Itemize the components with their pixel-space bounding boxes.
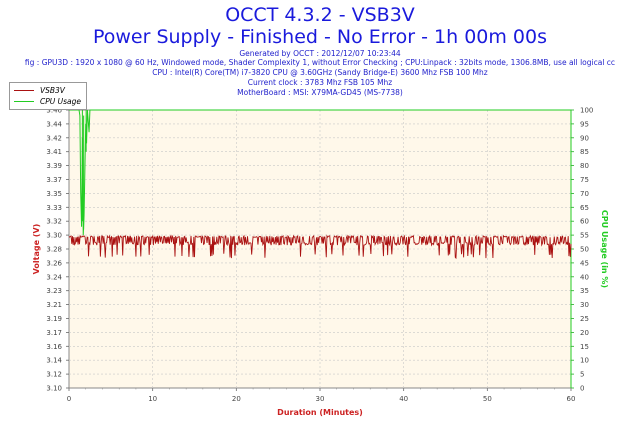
y-tick-label: 3.19 bbox=[46, 315, 62, 323]
legend-label-vsb3v: VSB3V bbox=[40, 86, 65, 95]
y2-tick-label: 55 bbox=[580, 232, 589, 240]
y2-tick-label: 70 bbox=[580, 190, 589, 198]
x-tick-label: 60 bbox=[567, 395, 576, 403]
y-tick-label: 3.35 bbox=[46, 190, 62, 198]
y-tick-label: 3.21 bbox=[46, 301, 62, 309]
info-clock: Current clock : 3783 Mhz FSB 105 Mhz bbox=[247, 78, 393, 87]
y2-tick-label: 0 bbox=[580, 385, 584, 393]
y-tick-label: 3.37 bbox=[46, 176, 62, 184]
legend: VSB3V CPU Usage bbox=[9, 82, 87, 110]
chart-subtitle: Power Supply - Finished - No Error - 1h … bbox=[92, 26, 548, 48]
info-config: fig : GPU3D : 1920 x 1080 @ 60 Hz, Windo… bbox=[24, 58, 616, 67]
y-tick-label: 3.46 bbox=[46, 107, 62, 115]
y-tick-label: 3.42 bbox=[46, 134, 62, 142]
y2-tick-label: 35 bbox=[580, 287, 589, 295]
y2-tick-label: 40 bbox=[580, 273, 589, 281]
legend-swatch-cpu bbox=[14, 101, 34, 102]
x-tick-label: 0 bbox=[67, 395, 71, 403]
x-axis-label: Duration (Minutes) bbox=[277, 408, 363, 417]
plot-area bbox=[68, 109, 572, 389]
y-tick-label: 3.23 bbox=[46, 287, 62, 295]
y-tick-label: 3.32 bbox=[46, 218, 62, 226]
y-axis-label: Voltage (V) bbox=[32, 224, 41, 275]
y-tick-label: 3.16 bbox=[46, 343, 62, 351]
y-tick-label: 3.17 bbox=[46, 329, 62, 337]
y-tick-label: 3.10 bbox=[46, 385, 62, 393]
y2-tick-label: 60 bbox=[580, 218, 589, 226]
y-tick-label: 3.33 bbox=[46, 204, 62, 212]
y-tick-label: 3.30 bbox=[46, 232, 62, 240]
x-tick-label: 50 bbox=[483, 395, 492, 403]
y2-tick-label: 100 bbox=[580, 107, 593, 115]
y2-tick-label: 50 bbox=[580, 246, 589, 254]
y-tick-label: 3.28 bbox=[46, 246, 62, 254]
y2-tick-label: 65 bbox=[580, 204, 589, 212]
y2-tick-label: 30 bbox=[580, 301, 589, 309]
y2-tick-label: 15 bbox=[580, 343, 589, 351]
info-motherboard: MotherBoard : MSI: X79MA-GD45 (MS-7738) bbox=[237, 88, 403, 97]
y2-tick-label: 10 bbox=[580, 357, 589, 365]
y-tick-label: 3.39 bbox=[46, 162, 62, 170]
x-tick-label: 20 bbox=[232, 395, 241, 403]
info-cpu: CPU : Intel(R) Core(TM) i7-3820 CPU @ 3.… bbox=[152, 68, 488, 77]
legend-item-vsb3v: VSB3V bbox=[14, 85, 65, 96]
series-vsb3v-line bbox=[68, 234, 572, 260]
x-tick-label: 30 bbox=[316, 395, 325, 403]
y-tick-label: 3.12 bbox=[46, 371, 62, 379]
info-generated: Generated by OCCT : 2012/12/07 10:23:44 bbox=[239, 49, 401, 58]
y2-tick-label: 90 bbox=[580, 134, 589, 142]
y2-tick-label: 5 bbox=[580, 371, 584, 379]
y2-axis-label: CPU Usage (in %) bbox=[600, 210, 609, 288]
y-tick-label: 3.14 bbox=[46, 357, 62, 365]
legend-label-cpu: CPU Usage bbox=[40, 97, 82, 106]
x-tick-label: 40 bbox=[399, 395, 408, 403]
y2-tick-label: 85 bbox=[580, 148, 589, 156]
y2-tick-label: 25 bbox=[580, 315, 589, 323]
legend-item-cpu: CPU Usage bbox=[14, 96, 81, 107]
y2-tick-label: 75 bbox=[580, 176, 589, 184]
x-tick-label: 10 bbox=[148, 395, 157, 403]
y2-tick-label: 80 bbox=[580, 162, 589, 170]
y2-tick-label: 45 bbox=[580, 259, 589, 267]
legend-swatch-vsb3v bbox=[14, 90, 34, 91]
y-tick-label: 3.44 bbox=[46, 120, 62, 128]
y-tick-label: 3.24 bbox=[46, 273, 62, 281]
y-tick-label: 3.26 bbox=[46, 259, 62, 267]
chart-title: OCCT 4.3.2 - VSB3V bbox=[225, 4, 415, 26]
y2-tick-label: 95 bbox=[580, 120, 589, 128]
y-tick-label: 3.41 bbox=[46, 148, 62, 156]
y2-tick-label: 20 bbox=[580, 329, 589, 337]
